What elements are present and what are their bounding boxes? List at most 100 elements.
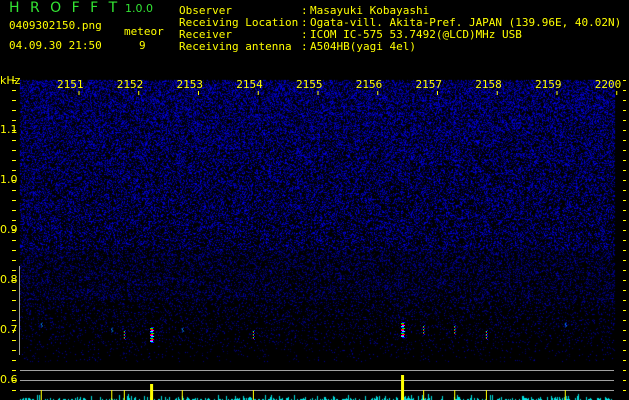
y-tick-mark <box>12 250 16 251</box>
meteor-echo <box>253 333 255 334</box>
y-tick-mark-right <box>623 250 626 251</box>
meteor-echo <box>402 334 406 335</box>
y-tick-mark <box>12 200 16 201</box>
meteor-echo <box>423 329 425 330</box>
meteor-echo <box>401 323 405 324</box>
meteor-echo <box>40 324 42 326</box>
y-tick-label: 0.6 <box>0 373 18 386</box>
x-tick-mark <box>198 91 199 95</box>
y-tick-mark <box>12 170 16 171</box>
y-tick-mark <box>12 220 16 221</box>
y-tick-mark-right <box>623 390 626 391</box>
meteor-echo <box>123 332 125 333</box>
y-tick-mark <box>12 110 16 111</box>
app-version: 1.0.0 <box>125 2 153 15</box>
datetime: 04.09.30 21:50 <box>9 39 102 52</box>
meteor-echo <box>252 338 254 339</box>
meteor-echo <box>401 327 405 328</box>
y-tick-mark-right <box>623 380 626 381</box>
x-tick-label: 2155 <box>296 78 323 91</box>
echo-strength-bar <box>423 390 425 400</box>
meteor-echo <box>111 328 113 330</box>
y-tick-label: 0.8 <box>0 273 18 286</box>
y-tick-mark <box>12 350 16 351</box>
info-label-observer: Observer <box>179 4 232 17</box>
meteor-echo <box>485 334 487 335</box>
meteor-echo <box>454 333 456 334</box>
y-tick-mark <box>12 80 16 81</box>
x-tick-mark <box>496 91 498 95</box>
x-tick-label: 2152 <box>116 78 144 91</box>
meteor-echo <box>485 332 487 333</box>
meteor-echo <box>150 341 154 342</box>
meteor-echo <box>181 331 183 333</box>
meteor-echo <box>424 325 426 326</box>
y-tick-mark <box>12 360 16 361</box>
echo-strength-bar <box>564 390 566 400</box>
meteor-echo <box>124 336 126 337</box>
y-tick-mark <box>12 330 16 331</box>
y-tick-mark-right <box>623 140 626 141</box>
echo-strength-bar <box>111 390 113 400</box>
meteor-echo <box>252 337 254 338</box>
meteor-echo <box>455 325 457 326</box>
strength-gridline <box>20 370 614 371</box>
y-tick-mark-right <box>623 90 626 91</box>
y-axis-unit: kHz <box>0 74 21 87</box>
meteor-echo <box>424 334 426 335</box>
x-tick-mark <box>138 91 140 95</box>
info-colon: : <box>301 28 308 41</box>
x-tick-label: 2153 <box>176 78 204 91</box>
info-label-receiver: Receiver <box>179 28 232 41</box>
y-tick-mark-right <box>623 180 626 181</box>
meteor-echo <box>253 339 255 340</box>
meteor-echo <box>124 330 126 331</box>
meteor-echo <box>564 326 566 328</box>
meteor-echo <box>182 330 184 332</box>
meteor-echo <box>123 331 125 332</box>
y-tick-mark <box>12 140 16 141</box>
meteor-echo <box>124 339 126 340</box>
x-tick-mark <box>317 91 319 95</box>
meteor-echo <box>455 328 457 329</box>
y-tick-mark-right <box>623 120 626 121</box>
y-tick-mark <box>12 380 16 381</box>
y-tick-mark-right <box>623 190 626 191</box>
meteor-echo <box>423 332 425 333</box>
info-colon: : <box>301 16 308 29</box>
meteor-echo <box>182 327 184 329</box>
meteor-label: meteor <box>124 25 164 38</box>
meteor-echo <box>401 333 405 334</box>
meteor-echo <box>454 329 456 330</box>
meteor-echo <box>123 337 125 338</box>
y-tick-mark-right <box>623 110 626 111</box>
meteor-echo <box>564 323 566 325</box>
y-tick-mark-right <box>623 360 626 361</box>
x-tick-mark <box>556 91 558 95</box>
y-tick-mark-right <box>623 270 626 271</box>
y-tick-mark <box>12 240 16 241</box>
meteor-echo <box>423 333 425 334</box>
echo-strength-bar <box>454 390 456 400</box>
meteor-echo <box>40 326 42 328</box>
app-title: H R O F F T <box>9 0 121 16</box>
y-tick-label: 1.1 <box>0 123 18 136</box>
meteor-echo <box>455 331 457 332</box>
meteor-echo <box>123 334 125 335</box>
meteor-echo <box>150 334 154 335</box>
y-tick-mark-right <box>623 370 626 371</box>
meteor-echo <box>150 338 154 339</box>
y-tick-label: 0.9 <box>0 223 18 236</box>
meteor-echo <box>253 336 255 337</box>
meteor-echo <box>486 336 488 337</box>
echo-strength-bar <box>181 390 183 400</box>
y-tick-mark-right <box>623 230 626 231</box>
meteor-echo <box>454 332 456 333</box>
meteor-echo <box>151 333 155 334</box>
meteor-echo <box>401 332 405 333</box>
x-tick-label: 2159 <box>535 78 562 91</box>
x-tick-mark <box>78 91 80 95</box>
meteor-echo <box>252 335 254 336</box>
meteor-echo <box>41 325 43 327</box>
meteor-echo <box>402 331 406 332</box>
